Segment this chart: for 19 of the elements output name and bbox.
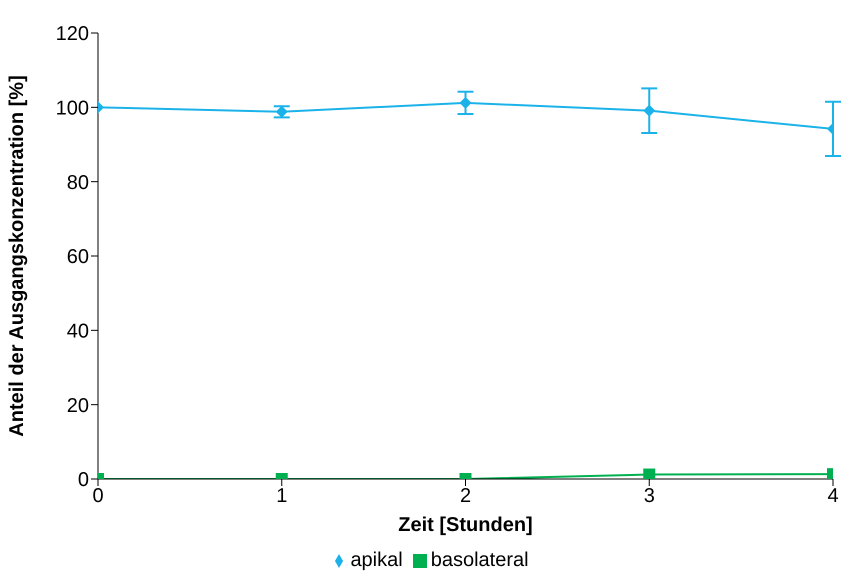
x-tick-label: 0 [92,485,104,508]
x-tick-label: 3 [644,485,655,508]
x-tick-label: 2 [460,485,472,508]
y-tick-label: 40 [66,320,89,342]
point [276,106,288,118]
point [460,96,472,109]
x-axis-title: Zeit [Stunden] [398,514,533,536]
y-tick-label: 120 [56,23,89,46]
y-tick-label: 20 [66,394,89,417]
legend-label: apikal [350,549,403,571]
y-axis-title: Anteil der Ausgangskonzentration [%] [6,75,28,437]
y-tick-label: 60 [66,246,89,268]
y-tick-label: 100 [56,97,89,120]
y-tick-label: 80 [66,172,89,194]
x-tick-label: 4 [827,485,839,508]
point [643,104,656,117]
legend-label: basolateral [430,549,529,571]
y-tick-label: 0 [78,469,89,492]
x-tick-label: 1 [276,485,288,508]
